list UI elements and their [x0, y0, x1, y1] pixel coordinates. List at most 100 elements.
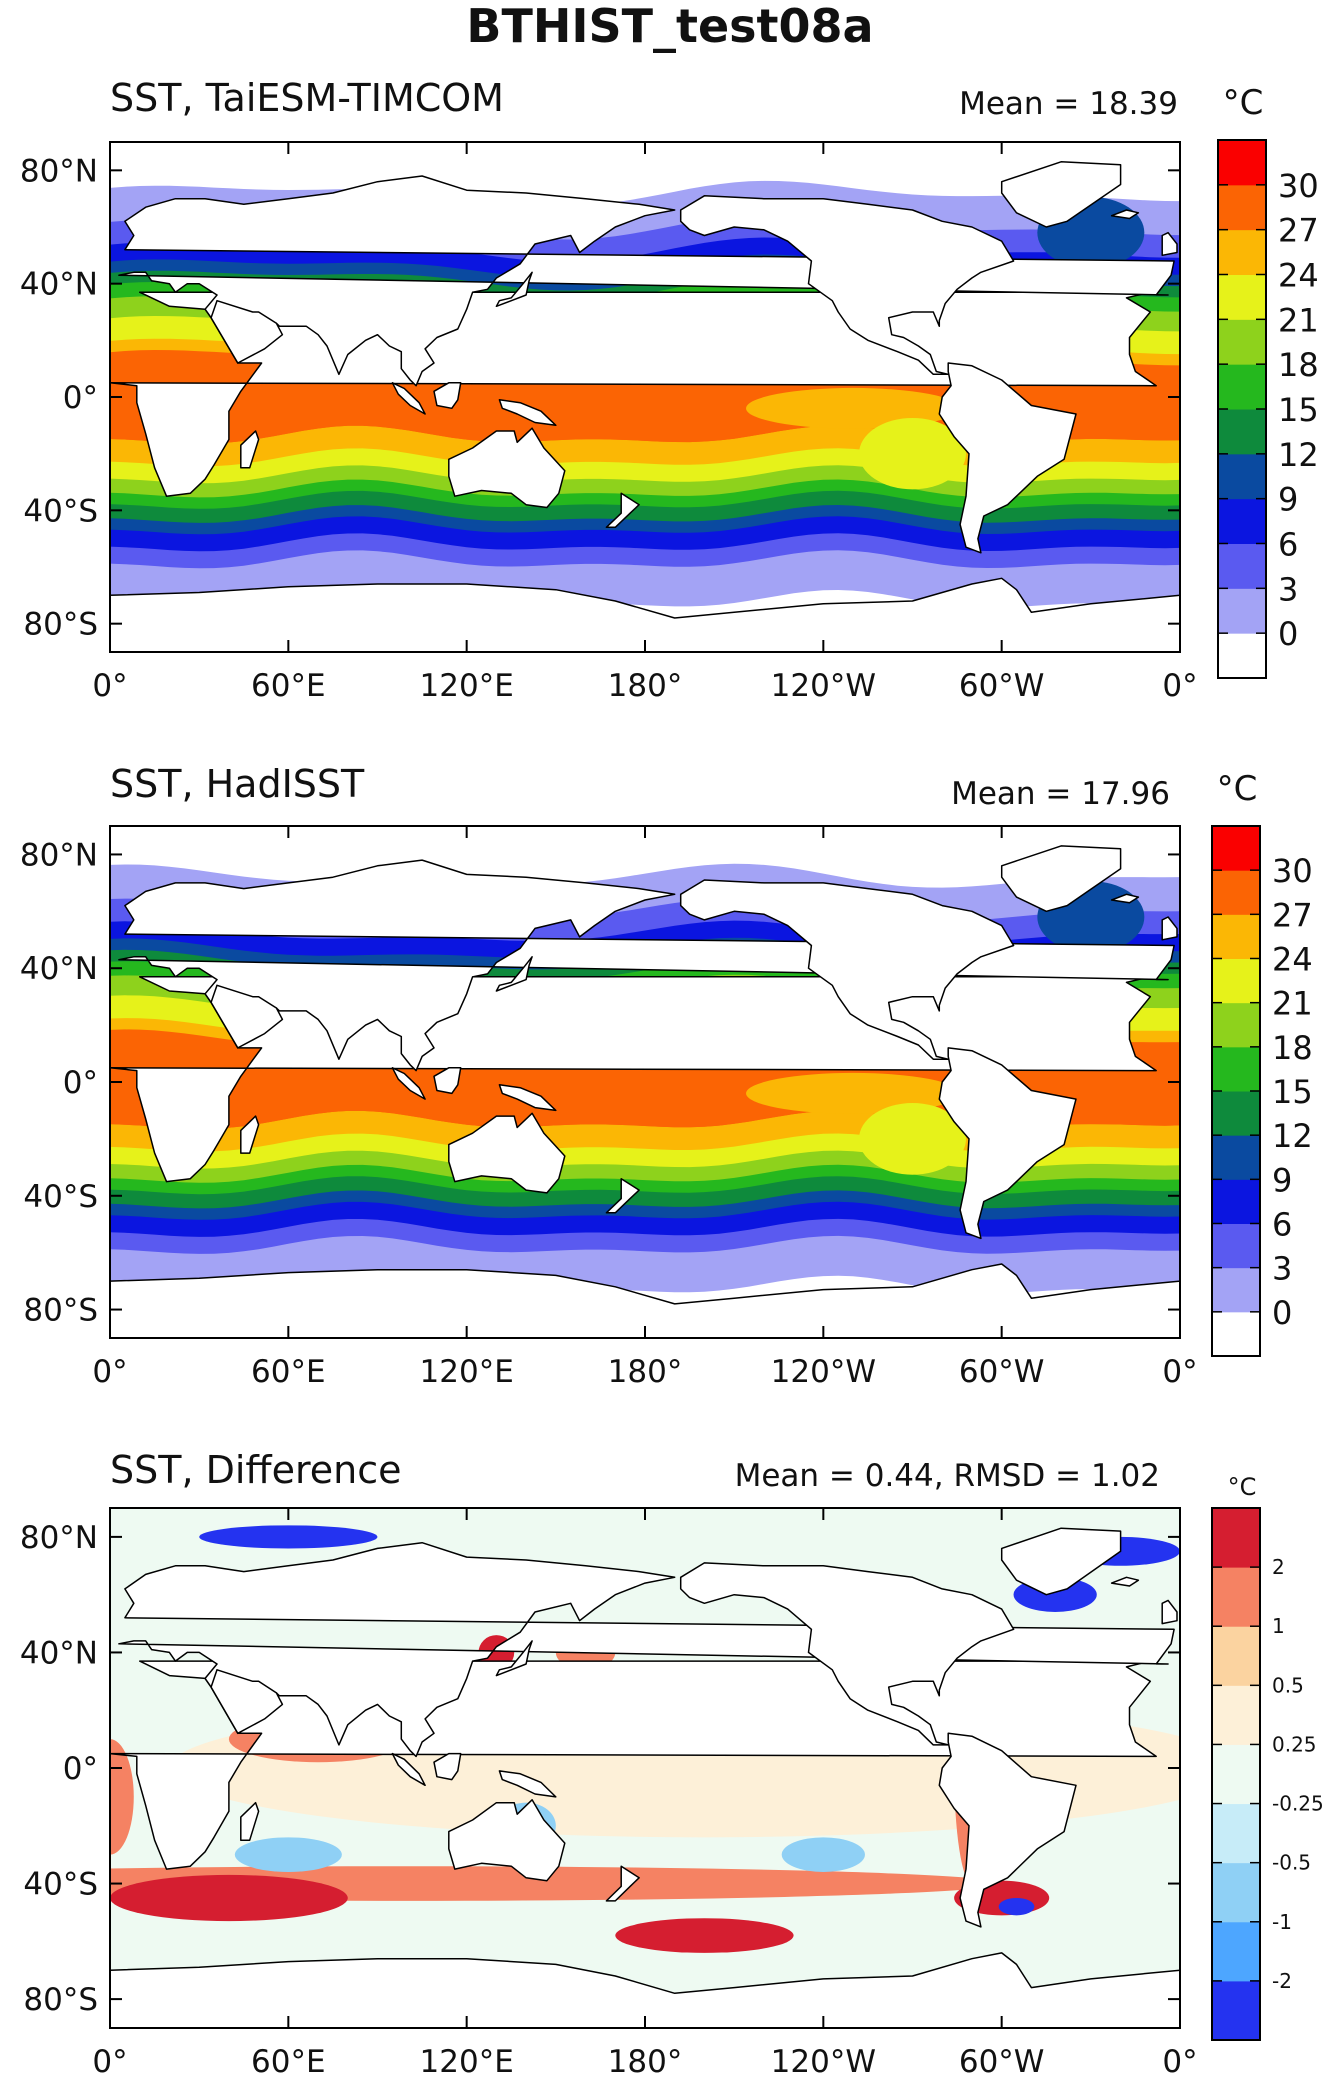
y-tick-label: 80°S	[23, 1982, 98, 2018]
colorbar-label: 24	[1278, 257, 1319, 295]
colorbar-segment	[1212, 1002, 1260, 1048]
y-tick-label: 40°N	[20, 1635, 98, 1671]
colorbar-label: 21	[1272, 985, 1313, 1023]
colorbar-segment	[1218, 274, 1266, 320]
colorbar-label: 12	[1272, 1117, 1313, 1155]
coastline	[391, 1752, 426, 1787]
coastline	[1161, 1599, 1178, 1625]
coastline	[118, 175, 1175, 387]
colorbar-label: 9	[1272, 1161, 1292, 1199]
colorbar-label: 9	[1278, 481, 1298, 519]
map-plot: 0° 60°E 120°E 180° 120°W 60°W 0° 80°N 40°N 0° 40°S…	[20, 825, 1313, 1390]
coastline	[210, 299, 284, 364]
coastline	[938, 362, 1077, 554]
coastline	[391, 1067, 426, 1100]
colorbar-segment	[1212, 1311, 1260, 1357]
colorbar-segment	[1212, 1744, 1260, 1805]
colorbar-label: 0.5	[1272, 1673, 1304, 1697]
colorbar-label: -2	[1272, 1969, 1292, 1993]
coastline	[110, 577, 1180, 652]
y-tick-label: 40°N	[20, 267, 98, 303]
x-tick-label: 60°W	[959, 1354, 1045, 1390]
colorbar-unit: °C	[1222, 83, 1264, 123]
coastline	[240, 430, 260, 469]
colorbar-segment	[1212, 826, 1260, 871]
x-tick-label: 0°	[92, 1354, 127, 1390]
colorbar-label: 3	[1278, 570, 1298, 608]
coastline	[1110, 1576, 1140, 1587]
colorbar-label: 30	[1278, 167, 1319, 205]
coastline	[498, 399, 557, 427]
x-tick-label: 120°W	[771, 1354, 876, 1390]
panel-model: SST, TaiESM-TIMCOM Mean = 18.39 °C 0° 60°…	[0, 70, 1340, 730]
colorbar-label: 6	[1278, 526, 1298, 564]
colorbar-label: 15	[1272, 1073, 1313, 1111]
coastline	[240, 1115, 260, 1154]
coastline	[605, 1865, 640, 1902]
panel-title: SST, TaiESM-TIMCOM	[110, 76, 504, 120]
coastline	[498, 1084, 557, 1112]
x-tick-label: 60°W	[959, 668, 1045, 704]
colorbar-label: 1	[1272, 1614, 1285, 1638]
coastline	[118, 1541, 1175, 1758]
x-tick-label: 60°E	[251, 668, 326, 704]
colorbar-segment	[1212, 1179, 1260, 1224]
land-mask	[110, 845, 1180, 1338]
colorbar-segment	[1212, 958, 1260, 1004]
panel-diff: SST, Difference Mean = 0.44, RMSD = 1.02…	[0, 1434, 1340, 2086]
x-tick-label: 120°E	[420, 2044, 514, 2080]
coastline	[210, 984, 284, 1049]
panel-title: SST, HadISST	[110, 762, 365, 806]
colorbar-segment	[1218, 498, 1266, 544]
colorbar-segment	[1212, 1567, 1260, 1627]
mean-label: Mean = 17.96	[951, 776, 1170, 812]
colorbar-label: 27	[1272, 896, 1313, 934]
x-tick-label: 60°E	[251, 2044, 326, 2080]
colorbar-label: 0	[1278, 615, 1298, 653]
coastline	[605, 492, 640, 529]
y-tick-label: 40°S	[23, 1179, 98, 1215]
coastline	[391, 382, 426, 415]
y-tick-label: 80°N	[20, 153, 98, 189]
colorbar-segment	[1212, 1921, 1260, 1982]
x-tick-label: 180°	[608, 1354, 683, 1390]
colorbar-segment	[1212, 1223, 1260, 1269]
coastline	[495, 956, 533, 992]
y-tick-label: 40°N	[20, 951, 98, 987]
colorbar-segment	[1212, 1980, 1260, 2041]
coastline	[1161, 231, 1178, 257]
coastline	[240, 1801, 260, 1841]
colorbar-label: 0	[1272, 1294, 1292, 1332]
y-tick-label: 0°	[63, 1751, 98, 1787]
colorbar-label: 6	[1272, 1206, 1292, 1244]
colorbar-segment	[1218, 409, 1266, 455]
coastline	[679, 195, 1015, 376]
map-plot: 0° 60°E 120°E 180° 120°W 60°W 0° 80°N 40°N 0° 40°S…	[20, 1507, 1324, 2080]
x-tick-label: 0°	[1162, 668, 1197, 704]
colorbar: -2 -1 -0.5 -0.25 0.25 0.5 1 2	[1211, 1507, 1324, 2041]
coastline	[448, 427, 566, 509]
x-tick-label: 180°	[608, 668, 683, 704]
colorbar-label: -1	[1272, 1910, 1292, 1934]
y-tick-label: 80°S	[23, 607, 98, 643]
y-tick-label: 0°	[63, 380, 98, 416]
y-tick-label: 80°S	[23, 1293, 98, 1329]
coastline	[938, 1732, 1077, 1928]
coastline	[1110, 209, 1140, 220]
coastline	[605, 1177, 640, 1214]
colorbar-label: 27	[1278, 212, 1319, 250]
land-mask	[110, 1527, 1180, 2028]
colorbar-segment	[1212, 1508, 1260, 1568]
colorbar-segment	[1218, 140, 1266, 186]
x-tick-label: 0°	[1162, 1354, 1197, 1390]
colorbar-segment	[1212, 1046, 1260, 1092]
colorbar-unit: °C	[1216, 769, 1258, 809]
colorbar-segment	[1212, 1862, 1260, 1923]
x-tick-label: 120°E	[420, 668, 514, 704]
panel-obs: SST, HadISST Mean = 17.96 °C 0° 60°E 120°E…	[0, 752, 1340, 1412]
coastline	[433, 382, 462, 410]
coastline	[110, 1263, 1180, 1338]
coastline	[433, 1752, 462, 1781]
colorbar-segment	[1212, 914, 1260, 959]
colorbar-label: 2	[1272, 1555, 1285, 1579]
